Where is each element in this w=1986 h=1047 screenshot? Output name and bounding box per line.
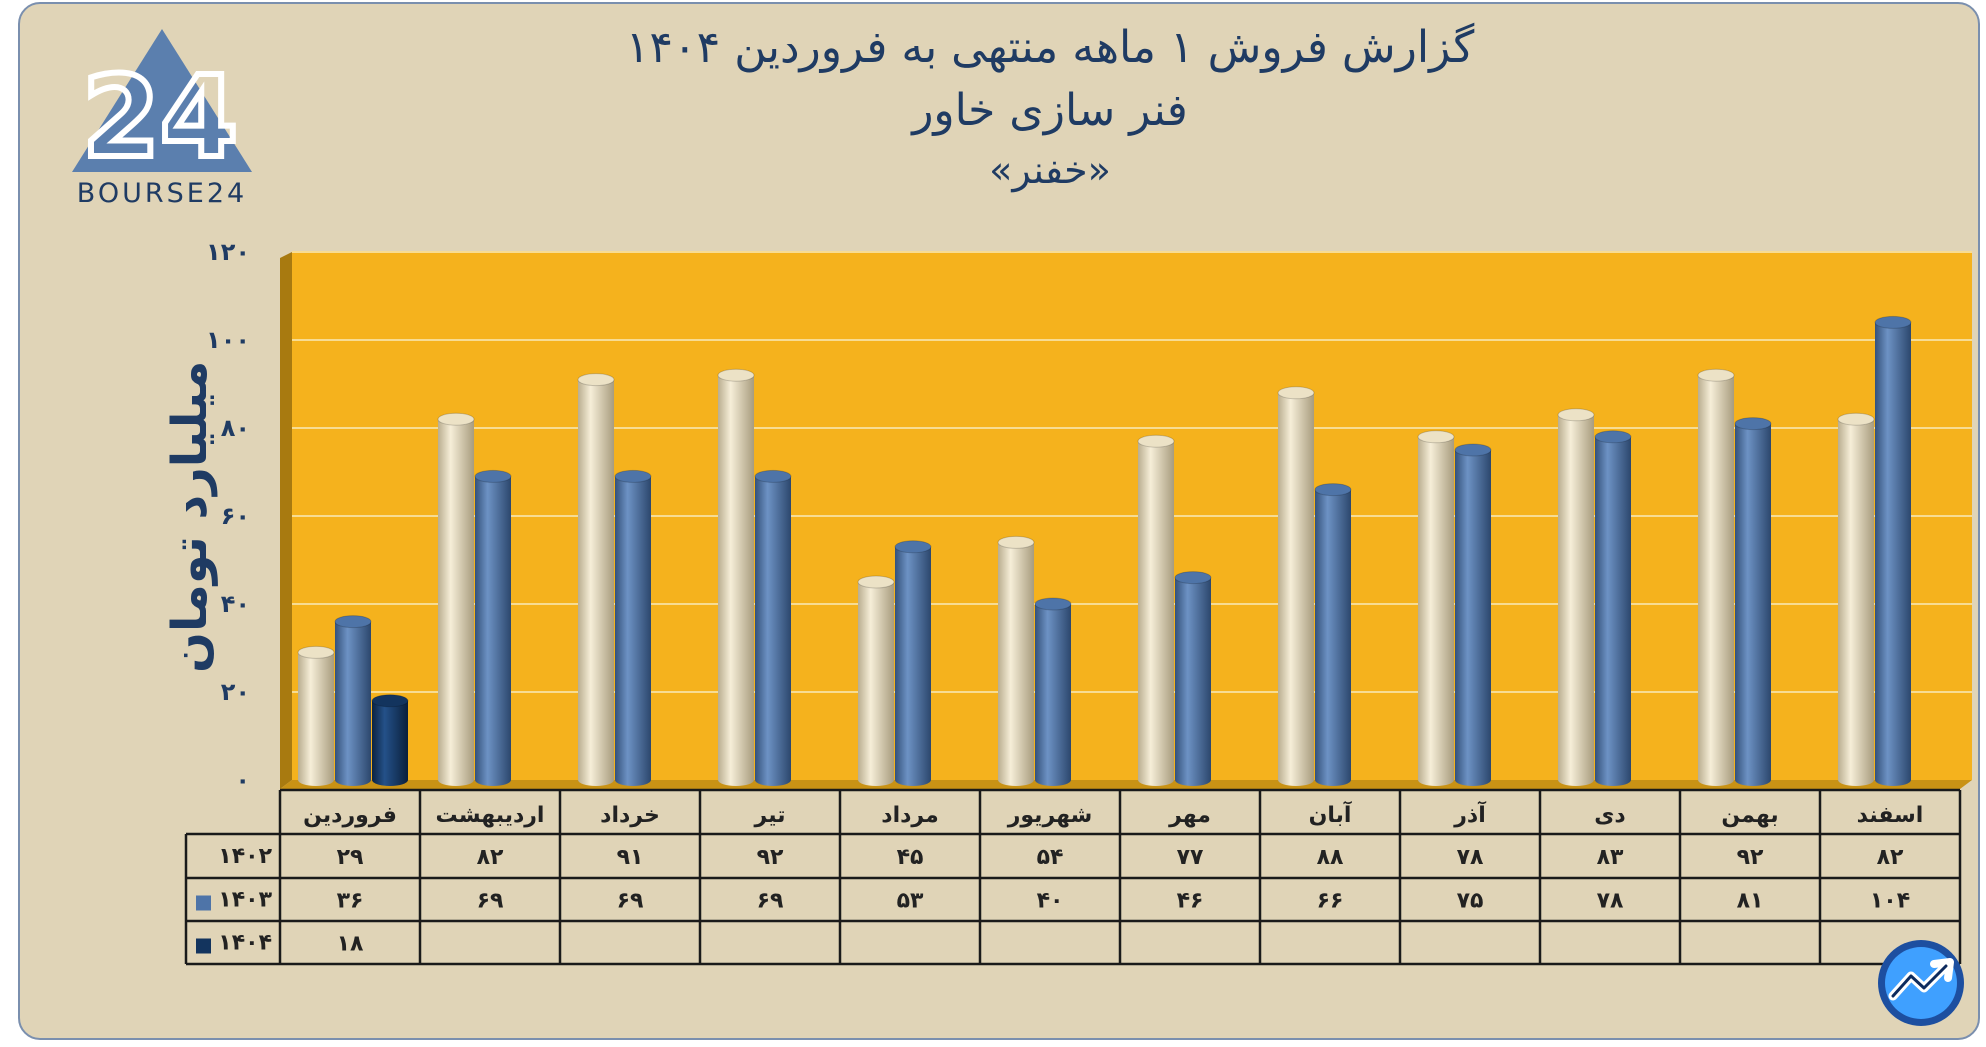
bar-2-1 xyxy=(334,615,372,786)
data-label: ۸۲ xyxy=(477,845,504,870)
data-label: ۴۶ xyxy=(1177,889,1204,914)
ticker-symbol: «خفنر» xyxy=(989,148,1111,192)
bar-2-8 xyxy=(1314,483,1352,786)
category-label: اسفند xyxy=(1857,803,1924,828)
series-name: ۱۴۰۴ xyxy=(218,931,272,956)
data-label: ۷۸ xyxy=(1597,889,1624,914)
bar-1-5 xyxy=(857,575,895,786)
category-label: آبان xyxy=(1309,800,1352,828)
bar-2-9 xyxy=(1454,443,1492,786)
series-name: ۱۴۰۲ xyxy=(218,844,272,869)
category-label: شهریور xyxy=(1007,803,1093,828)
data-label: ۸۲ xyxy=(1877,845,1904,870)
data-label: ۷۷ xyxy=(1177,845,1204,870)
bar-2-12 xyxy=(1874,315,1912,786)
data-label: ۸۳ xyxy=(1597,845,1624,870)
bar-2-4 xyxy=(754,469,792,786)
category-label: تیر xyxy=(754,803,786,828)
data-label: ۹۲ xyxy=(1737,845,1764,870)
legend-swatch xyxy=(196,938,211,954)
data-label: ۸۱ xyxy=(1737,889,1764,914)
bar-1-1 xyxy=(297,645,335,786)
data-label: ۷۸ xyxy=(1457,845,1484,870)
category-label: آذر xyxy=(1453,800,1486,828)
data-label: ۶۶ xyxy=(1317,889,1344,914)
data-label: ۳۶ xyxy=(337,889,364,914)
plot-side-wall xyxy=(280,252,292,789)
y-tick-label: ۴۰ xyxy=(221,590,250,618)
y-tick-label: ۱۲۰ xyxy=(206,238,250,266)
company-name: فنر سازی خاور xyxy=(912,85,1188,136)
bar-2-5 xyxy=(894,540,932,786)
data-label: ۴۰ xyxy=(1037,889,1064,914)
bourse24-logo-icon: 24 xyxy=(72,29,252,186)
category-label: دی xyxy=(1594,803,1625,828)
logo-wordmark: BOURSE24 xyxy=(76,178,248,209)
trend-badge-icon xyxy=(1878,940,1964,1026)
plot-floor xyxy=(280,780,1972,789)
category-label: بهمن xyxy=(1721,803,1778,828)
data-label: ۹۱ xyxy=(617,845,644,870)
bar-2-6 xyxy=(1034,597,1072,786)
category-label: اردیبهشت xyxy=(436,803,545,828)
bar-1-4 xyxy=(717,368,755,786)
series-name: ۱۴۰۳ xyxy=(218,888,272,913)
y-tick-label: ۶۰ xyxy=(221,502,250,530)
chart-title: گزارش فروش ۱ ماهه منتهی به فروردین ۱۴۰۴ xyxy=(625,22,1475,73)
data-label: ۵۴ xyxy=(1037,845,1064,870)
bar-1-11 xyxy=(1697,368,1735,786)
data-label: ۹۲ xyxy=(757,845,784,870)
data-label: ۶۹ xyxy=(617,889,644,914)
bar-1-7 xyxy=(1137,434,1175,786)
bar-1-2 xyxy=(437,412,475,786)
bar-1-12 xyxy=(1837,412,1875,786)
data-label: ۶۹ xyxy=(757,889,784,914)
category-label: مهر xyxy=(1168,803,1211,828)
data-label: ۲۹ xyxy=(337,845,364,870)
y-tick-label: ۲۰ xyxy=(221,678,250,706)
data-label: ۸۸ xyxy=(1317,845,1344,870)
bar-2-10 xyxy=(1594,430,1632,786)
data-label: ۷۵ xyxy=(1457,889,1484,914)
bar-1-6 xyxy=(997,535,1035,786)
bar-1-9 xyxy=(1417,430,1455,786)
bar-2-2 xyxy=(474,469,512,786)
bar-3-1 xyxy=(371,694,409,786)
data-label: ۵۳ xyxy=(897,889,924,914)
category-label: مرداد xyxy=(881,803,938,828)
data-label: ۱۰۴ xyxy=(1870,889,1910,914)
data-label: ۱۸ xyxy=(337,932,364,957)
legend-swatch xyxy=(196,895,211,911)
y-tick-label: ۱۰۰ xyxy=(206,326,250,354)
bar-2-11 xyxy=(1734,417,1772,786)
y-tick-label: ۰ xyxy=(235,766,250,794)
bar-2-3 xyxy=(614,469,652,786)
data-label: ۴۵ xyxy=(897,845,924,870)
bar-2-7 xyxy=(1174,571,1212,786)
category-label: خرداد xyxy=(600,803,660,828)
category-label: فروردین xyxy=(303,803,397,828)
bar-1-10 xyxy=(1557,408,1595,786)
bar-1-3 xyxy=(577,373,615,786)
logo-numeral: 24 xyxy=(82,53,238,183)
y-tick-label: ۸۰ xyxy=(221,414,250,442)
bar-1-8 xyxy=(1277,386,1315,786)
data-label: ۶۹ xyxy=(477,889,504,914)
